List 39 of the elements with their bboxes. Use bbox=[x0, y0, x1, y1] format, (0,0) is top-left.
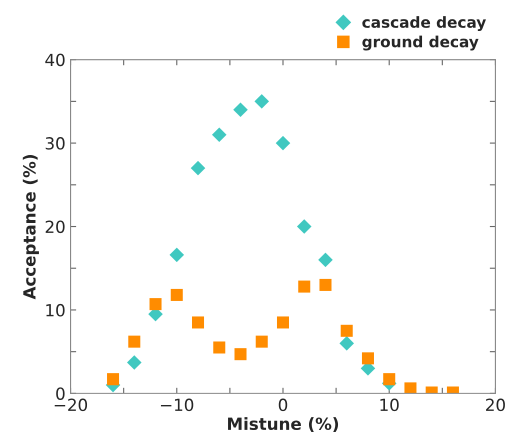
y-tick-label: 0 bbox=[56, 387, 65, 400]
point bbox=[190, 160, 206, 176]
y-tick-label: 40 bbox=[45, 54, 65, 66]
y-tick-label: 30 bbox=[46, 137, 65, 150]
y-axis-title: Acceptance (%) bbox=[22, 155, 39, 300]
legend-label: cascade decay bbox=[362, 16, 486, 32]
point bbox=[127, 355, 142, 370]
point bbox=[296, 219, 312, 234]
point bbox=[340, 324, 353, 337]
x-tick-label: 20 bbox=[486, 398, 505, 412]
point bbox=[318, 252, 333, 268]
point bbox=[233, 102, 248, 118]
point bbox=[213, 341, 226, 354]
point bbox=[128, 336, 140, 348]
point bbox=[234, 348, 247, 360]
y-tick-label: 20 bbox=[46, 220, 65, 234]
point bbox=[404, 382, 416, 394]
point bbox=[192, 316, 204, 328]
point bbox=[276, 316, 290, 328]
point bbox=[383, 373, 396, 386]
point bbox=[150, 298, 162, 310]
x-tick-label: −20 bbox=[54, 398, 88, 412]
point bbox=[212, 127, 227, 142]
point bbox=[298, 280, 310, 293]
x-tick-label: 0 bbox=[278, 398, 288, 412]
x-axis-title: Mistune (%) bbox=[228, 417, 338, 432]
point bbox=[256, 336, 268, 348]
point bbox=[107, 373, 120, 386]
x-tick-label: 10 bbox=[380, 398, 399, 412]
point bbox=[169, 248, 184, 262]
x-tick-label: −10 bbox=[160, 398, 194, 412]
point bbox=[339, 336, 354, 351]
point bbox=[319, 278, 332, 291]
point bbox=[254, 94, 270, 109]
y-tick-label: 10 bbox=[46, 304, 65, 317]
legend-label: ground decay bbox=[362, 36, 479, 51]
point bbox=[362, 352, 374, 364]
point bbox=[276, 136, 290, 150]
point bbox=[170, 288, 183, 301]
